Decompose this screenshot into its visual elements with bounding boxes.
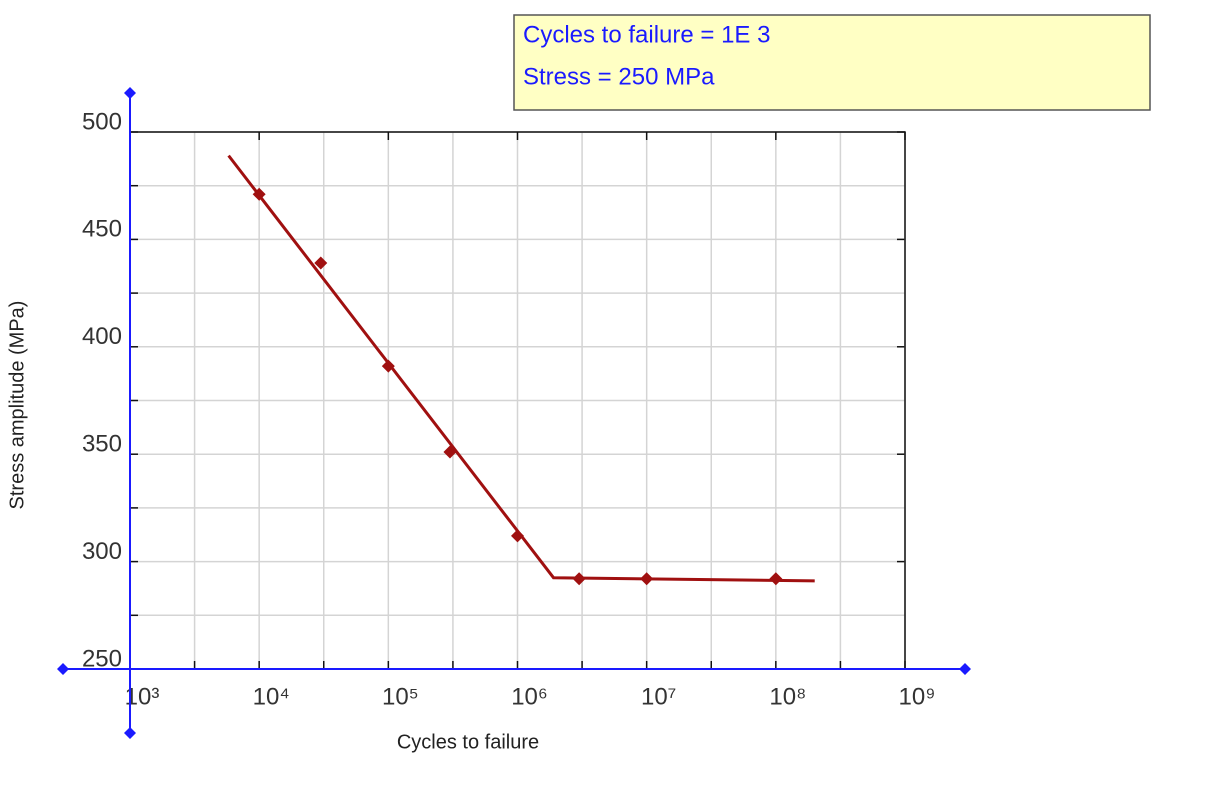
fit-line [227,154,815,583]
annotation: Stress = 250 MPa [523,63,715,90]
annotation-box [513,14,1151,111]
annotation: Cycles to failure = 1E 3 [523,21,770,48]
data-point [314,256,328,270]
x-tick-label: 10⁸ [769,683,806,710]
data-point [511,529,524,543]
grid [129,131,906,670]
axis-handles [57,87,971,739]
y-tick-label: 350 [82,431,122,458]
y-tick-label: 450 [82,216,122,243]
y-tick-label: 300 [82,538,122,565]
y-tick-label: 400 [82,323,122,350]
x-axis-label: Cycles to failure [397,731,539,753]
x-tick-label: 10⁹ [899,683,936,710]
data-point [769,572,783,586]
y-axis-label: Stress amplitude (MPa) [6,301,28,510]
x-tick-label: 10⁶ [511,683,548,710]
y-tick-label: 250 [82,645,122,672]
x-tick-label: 10⁵ [382,683,419,710]
x-tick-label: 10⁷ [641,683,676,710]
y-tick-label: 500 [82,108,122,135]
x-tick-label: 10⁴ [253,683,290,710]
